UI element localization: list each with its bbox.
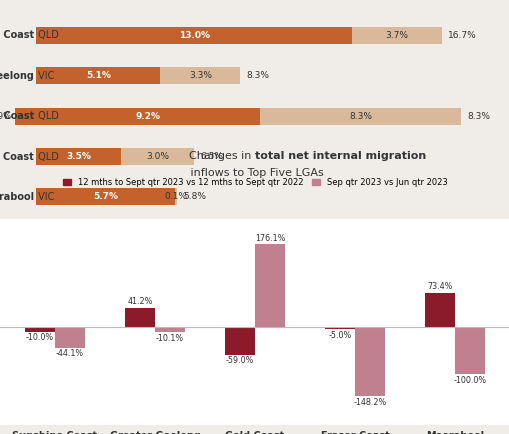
Text: -5.0%: -5.0%	[328, 331, 351, 340]
Text: 0.1%: 0.1%	[164, 192, 187, 201]
Text: 3.0%: 3.0%	[146, 152, 169, 161]
Text: 5.8%: 5.8%	[183, 192, 206, 201]
Text: 176.1%: 176.1%	[254, 233, 285, 243]
Bar	[175, 188, 177, 205]
Text: -59.0%: -59.0%	[225, 356, 253, 365]
Text: 13.0%: 13.0%	[179, 31, 209, 40]
Bar	[125, 308, 155, 327]
Bar	[254, 244, 285, 327]
Text: Gold Coast: Gold Coast	[0, 111, 34, 121]
Text: -44.1%: -44.1%	[56, 349, 84, 358]
Text: Changes in: Changes in	[189, 151, 254, 161]
Text: 6.5%: 6.5%	[200, 152, 223, 161]
Bar	[36, 108, 260, 125]
Text: -100.0%: -100.0%	[453, 376, 486, 385]
Text: Moorabool: Moorabool	[0, 192, 34, 202]
Text: inflows to Top Five LGAs: inflows to Top Five LGAs	[186, 168, 323, 178]
Text: VIC: VIC	[35, 71, 54, 81]
Text: 5.7%: 5.7%	[93, 192, 118, 201]
Bar	[55, 327, 85, 348]
Bar	[260, 108, 461, 125]
Text: 5.1%: 5.1%	[86, 71, 110, 80]
Bar	[36, 67, 160, 84]
Bar	[36, 148, 121, 165]
Text: 9.2%: 9.2%	[135, 112, 160, 121]
Bar	[15, 108, 36, 125]
Text: -10.1%: -10.1%	[156, 334, 184, 342]
Text: QLD: QLD	[35, 111, 59, 121]
Bar	[354, 327, 384, 396]
Text: -10.0%: -10.0%	[26, 333, 54, 342]
Bar	[224, 327, 254, 355]
Text: 8.3%: 8.3%	[349, 112, 372, 121]
Text: Sunshine Coast: Sunshine Coast	[0, 30, 34, 40]
Bar	[324, 327, 354, 329]
Bar	[424, 293, 454, 327]
Legend: 12 mths to Sept qtr 2023 vs 12 mths to Sept qtr 2022, Sep qtr 2023 vs Jun qtr 20: 12 mths to Sept qtr 2023 vs 12 mths to S…	[59, 174, 450, 190]
Bar	[36, 27, 351, 44]
Bar	[160, 67, 240, 84]
Bar	[454, 327, 484, 374]
Bar	[351, 27, 441, 44]
Text: 73.4%: 73.4%	[427, 282, 452, 291]
Text: QLD: QLD	[35, 30, 59, 40]
Bar	[25, 327, 55, 332]
Text: 41.2%: 41.2%	[127, 297, 152, 306]
Text: Fraser Coast: Fraser Coast	[0, 151, 34, 161]
Bar	[121, 148, 194, 165]
Text: 8.3%: 8.3%	[246, 71, 269, 80]
Text: QLD: QLD	[35, 151, 59, 161]
Text: 3.3%: 3.3%	[188, 71, 211, 80]
Text: -0.9%: -0.9%	[0, 112, 12, 121]
Text: 8.3%: 8.3%	[467, 112, 490, 121]
Text: 3.5%: 3.5%	[66, 152, 91, 161]
Text: 16.7%: 16.7%	[447, 31, 476, 40]
Text: 3.7%: 3.7%	[385, 31, 408, 40]
Text: VIC: VIC	[35, 192, 54, 202]
Bar	[155, 327, 185, 332]
Bar	[36, 188, 175, 205]
Text: total net internal migration: total net internal migration	[254, 151, 426, 161]
Text: Greater Geelong: Greater Geelong	[0, 71, 34, 81]
Text: -148.2%: -148.2%	[353, 398, 386, 407]
